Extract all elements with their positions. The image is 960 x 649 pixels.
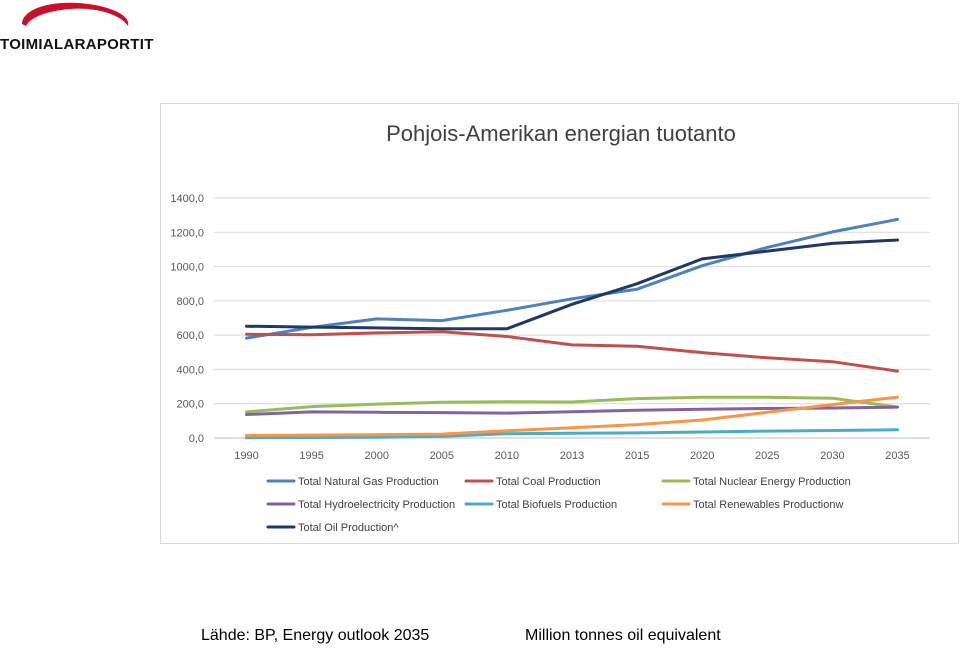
x-tick-label: 2010 <box>495 450 519 462</box>
series-line <box>245 217 899 340</box>
y-tick-label: 1000,0 <box>170 262 204 274</box>
legend-label: Total Oil Production^ <box>298 522 399 534</box>
source-note: Lähde: BP, Energy outlook 2035 <box>201 627 430 644</box>
y-tick-label: 1200,0 <box>170 227 204 239</box>
chart-title: Pohjois-Amerikan energian tuotanto <box>386 121 736 146</box>
legend-label: Total Nuclear Energy Production <box>693 476 851 488</box>
series-line <box>245 330 899 373</box>
x-tick-label: 2000 <box>364 450 388 462</box>
series-line <box>245 428 899 440</box>
y-tick-label: 0,0 <box>189 433 204 445</box>
units-note: Million tonnes oil equivalent <box>525 627 721 644</box>
x-tick-label: 2025 <box>755 450 779 462</box>
chart-frame <box>160 103 959 544</box>
x-tick-label: 2013 <box>560 450 584 462</box>
x-tick-label: 1995 <box>299 450 323 462</box>
x-tick-label: 1990 <box>234 450 258 462</box>
legend-label: Total Coal Production <box>496 476 601 488</box>
x-tick-label: 2020 <box>690 450 714 462</box>
x-tick-label: 2005 <box>430 450 454 462</box>
x-tick-label: 2015 <box>625 450 649 462</box>
y-tick-label: 600,0 <box>176 330 204 342</box>
legend-label: Total Hydroelectricity Production <box>298 499 455 511</box>
x-tick-label: 2035 <box>885 450 909 462</box>
y-tick-label: 400,0 <box>176 364 204 376</box>
y-tick-label: 800,0 <box>176 296 204 308</box>
series-line <box>245 395 899 437</box>
series-line <box>245 238 899 331</box>
swoosh-logo-icon <box>22 2 129 26</box>
y-tick-label: 200,0 <box>176 399 204 411</box>
legend-label: Total Natural Gas Production <box>298 476 439 488</box>
legend-label: Total Renewables Productionw <box>693 499 843 511</box>
logo-text: TOIMIALARAPORTIT <box>0 36 154 53</box>
y-tick-label: 1400,0 <box>170 193 204 205</box>
series-line <box>245 395 899 414</box>
x-tick-label: 2030 <box>820 450 844 462</box>
legend-label: Total Biofuels Production <box>496 499 617 511</box>
